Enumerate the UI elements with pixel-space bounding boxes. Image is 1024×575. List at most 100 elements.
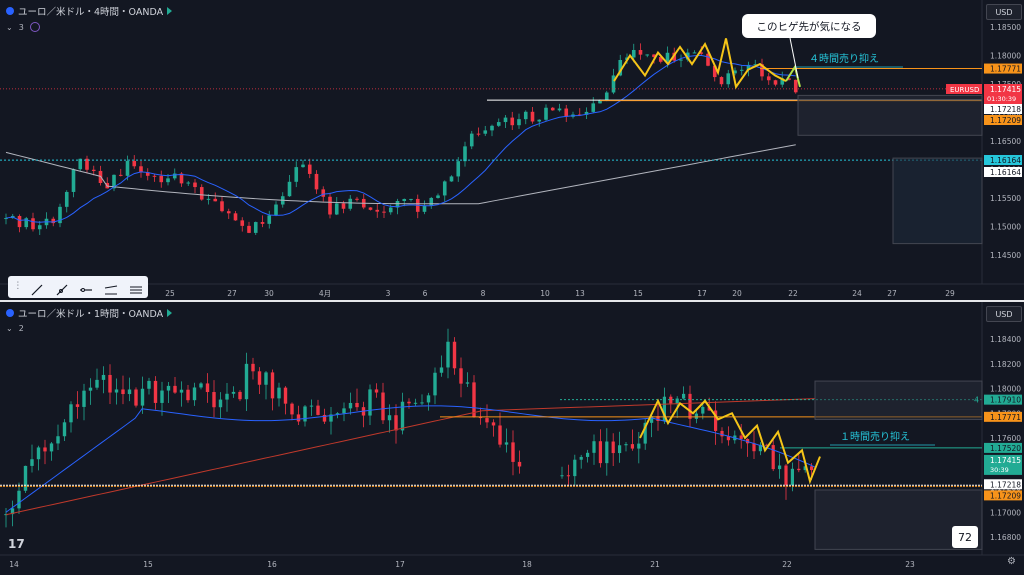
candle-body bbox=[342, 408, 346, 414]
chart-pane-4h[interactable]: 1.185001.180001.175001.170001.165001.160… bbox=[0, 0, 1024, 300]
pane-separator[interactable] bbox=[0, 300, 1024, 302]
chart-4h-svg: 1.185001.180001.175001.170001.165001.160… bbox=[0, 0, 1024, 300]
candle-body bbox=[793, 79, 798, 93]
candle-body bbox=[368, 389, 372, 416]
legend-1h[interactable]: ユーロ／米ドル・1時間・OANDA bbox=[6, 306, 173, 320]
trend-line-icon[interactable] bbox=[30, 281, 44, 296]
candle-body bbox=[586, 452, 590, 457]
drawing-toolbar[interactable]: ⋮ bbox=[8, 276, 148, 298]
candle-body bbox=[290, 403, 294, 415]
price-tag-p5-bg bbox=[984, 167, 1022, 177]
candle-body bbox=[75, 404, 80, 407]
candle-body bbox=[88, 387, 93, 391]
candle-body bbox=[101, 374, 106, 380]
chart-title-4h: ユーロ／米ドル・4時間・OANDA bbox=[18, 7, 164, 18]
horizontal-line-icon[interactable] bbox=[79, 281, 93, 293]
candle-body bbox=[314, 173, 319, 190]
candle-body bbox=[264, 372, 268, 385]
candle-body bbox=[381, 392, 385, 421]
candle-body bbox=[498, 425, 502, 445]
candle-body bbox=[334, 203, 339, 215]
indicators-toggle-4h[interactable]: ⌄ 3 bbox=[6, 22, 40, 32]
zigzag-line bbox=[639, 398, 821, 485]
candle-body bbox=[31, 218, 35, 230]
candle-body bbox=[251, 363, 255, 372]
candle-body bbox=[205, 383, 210, 393]
price-tick-label: 1.15000 bbox=[990, 223, 1021, 232]
candle-body bbox=[503, 117, 508, 123]
candle-body bbox=[459, 368, 463, 384]
candle-body bbox=[652, 54, 656, 58]
time-tick-label: 14 bbox=[9, 560, 19, 569]
candle-body bbox=[465, 382, 470, 384]
parallel-channel-icon[interactable] bbox=[129, 281, 143, 294]
price-tick-label: 1.17000 bbox=[990, 508, 1021, 517]
price-tag-p3: 1.17209 bbox=[990, 116, 1021, 125]
candle-body bbox=[36, 447, 41, 460]
currency-label-4h: USD bbox=[995, 7, 1013, 17]
candle-body bbox=[422, 205, 427, 212]
candle-body bbox=[780, 78, 785, 85]
time-tick-label: 6 bbox=[423, 289, 428, 298]
candle-body bbox=[153, 380, 158, 403]
candle-body bbox=[173, 385, 177, 393]
candle-body bbox=[277, 387, 281, 399]
candle-body bbox=[274, 204, 278, 216]
legend-4h[interactable]: ユーロ／米ドル・4時間・OANDA bbox=[6, 4, 173, 18]
candle-body bbox=[472, 382, 476, 418]
candle-body bbox=[218, 399, 223, 408]
currency-select-1h[interactable]: USD bbox=[986, 306, 1022, 322]
candle-body bbox=[439, 367, 444, 373]
ma-blue-line bbox=[5, 405, 816, 513]
time-tick-label: 15 bbox=[143, 560, 153, 569]
candle-body bbox=[564, 108, 569, 117]
candle-body bbox=[192, 387, 197, 401]
candle-body bbox=[650, 416, 654, 423]
drag-handle-icon[interactable]: ⋮ bbox=[13, 281, 23, 291]
ray-icon[interactable] bbox=[55, 281, 69, 296]
candle-body bbox=[706, 53, 710, 66]
candle-body bbox=[375, 209, 380, 212]
price-tick-label: 1.18500 bbox=[990, 23, 1021, 32]
candle-body bbox=[402, 198, 407, 202]
chart-1h-svg: 1.184001.182001.180001.178001.176001.174… bbox=[0, 302, 1024, 571]
candle-body bbox=[618, 445, 622, 454]
price-tick-label: 1.14500 bbox=[990, 251, 1021, 260]
candle-body bbox=[140, 388, 145, 406]
indicators-toggle-1h[interactable]: ⌄ 2 bbox=[6, 324, 24, 333]
candle-body bbox=[152, 175, 157, 177]
chart-pane-1h[interactable]: 1.184001.182001.180001.178001.176001.174… bbox=[0, 302, 1024, 571]
candle-body bbox=[766, 76, 771, 81]
currency-select-4h[interactable]: USD bbox=[986, 4, 1022, 20]
settings-gear-icon[interactable]: ⚙ bbox=[1007, 556, 1016, 567]
tradingview-logo-icon[interactable]: 17 bbox=[8, 537, 25, 551]
candle-body bbox=[739, 435, 743, 439]
candle-body bbox=[145, 172, 150, 176]
candle-body bbox=[433, 372, 437, 396]
candle-body bbox=[69, 404, 73, 423]
candle-body bbox=[253, 222, 258, 233]
candle-body bbox=[4, 218, 8, 220]
price-tick-label: 1.15500 bbox=[990, 194, 1021, 203]
candle-body bbox=[387, 415, 392, 421]
indicator-count-4h: 3 bbox=[18, 22, 24, 32]
candle-body bbox=[56, 436, 60, 444]
count-badge[interactable]: 72 bbox=[952, 526, 978, 548]
price-tag-p2-bg bbox=[984, 411, 1022, 422]
callout-note[interactable]: このヒゲ先が気になる bbox=[742, 14, 876, 38]
candle-body bbox=[557, 108, 562, 111]
time-tick-label: 22 bbox=[788, 289, 798, 298]
candle-body bbox=[368, 207, 373, 210]
candle-body bbox=[328, 196, 332, 215]
candle-body bbox=[17, 490, 21, 509]
candle-body bbox=[478, 417, 483, 419]
candle-body bbox=[645, 54, 650, 56]
candle-body bbox=[456, 161, 461, 177]
candle-body bbox=[784, 465, 788, 486]
time-tick-label: 17 bbox=[395, 560, 405, 569]
symbol-flag-icon bbox=[6, 309, 14, 317]
candle-body bbox=[758, 444, 762, 452]
channel-icon[interactable] bbox=[104, 281, 118, 295]
candle-body bbox=[71, 169, 76, 192]
candle-body bbox=[409, 198, 413, 200]
